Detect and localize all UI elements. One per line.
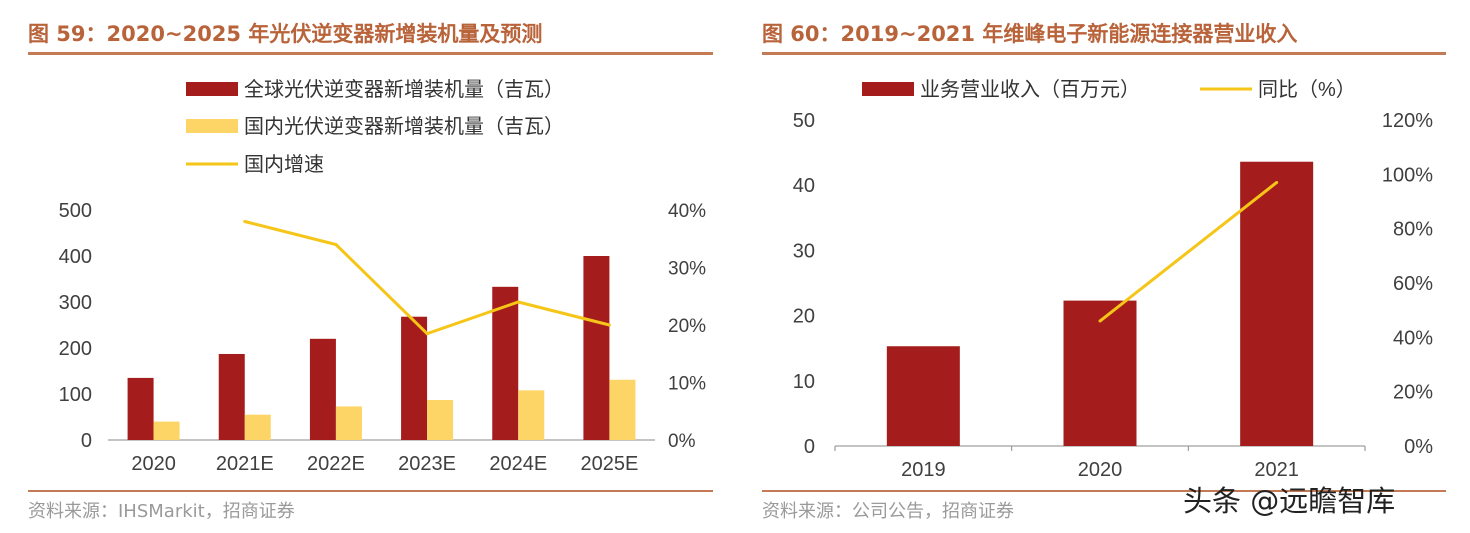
bar-primary	[1063, 300, 1137, 446]
y-left-tick-label: 10	[793, 371, 815, 393]
x-category-label: 2022E	[307, 453, 365, 475]
y-right-tick-label: 80%	[1393, 219, 1433, 241]
left-figure-title: 图 59：2020~2025 年光伏逆变器新增装机量及预测	[28, 22, 543, 46]
bar-secondary	[244, 414, 271, 440]
bar-secondary	[427, 399, 454, 440]
bar-primary	[218, 353, 245, 440]
legend-swatch-bar	[186, 119, 238, 133]
bar-primary	[309, 338, 336, 440]
right-source-note: 资料来源：公司公告，招商证券	[762, 501, 1014, 522]
x-category-label: 2020	[131, 453, 176, 475]
legend-label: 全球光伏逆变器新增装机量（吉瓦）	[244, 78, 564, 101]
bar-primary	[1240, 161, 1314, 446]
legend-label: 国内增速	[244, 153, 324, 176]
y-left-tick-label: 400	[59, 246, 92, 268]
x-category-label: 2020	[1078, 459, 1123, 481]
y-left-tick-label: 200	[59, 338, 92, 360]
y-left-tick-label: 20	[793, 306, 815, 328]
x-category-label: 2021E	[216, 453, 274, 475]
line-point	[516, 300, 520, 304]
y-left-tick-label: 40	[793, 175, 815, 197]
y-right-tick-label: 20%	[1393, 382, 1433, 404]
y-right-tick-label: 10%	[668, 374, 706, 395]
y-right-tick-label: 0%	[668, 431, 696, 452]
line-point	[1275, 180, 1279, 184]
y-right-tick-label: 40%	[1393, 327, 1433, 349]
bar-primary	[401, 316, 428, 440]
y-left-tick-label: 500	[59, 200, 92, 222]
line-point	[334, 243, 338, 246]
y-right-tick-label: 120%	[1382, 110, 1433, 132]
y-right-tick-label: 60%	[1393, 273, 1433, 295]
line-point	[1098, 319, 1102, 323]
bar-primary	[886, 346, 960, 446]
y-left-tick-label: 30	[793, 240, 815, 262]
line-point	[243, 220, 247, 223]
bar-secondary	[153, 421, 180, 440]
legend-swatch-bar	[862, 82, 914, 96]
y-left-tick-label: 50	[793, 110, 815, 132]
line-point	[607, 323, 611, 327]
y-left-tick-label: 0	[81, 430, 92, 452]
legend-label: 业务营业收入（百万元）	[920, 78, 1140, 101]
bar-secondary	[335, 406, 362, 440]
line-point	[425, 332, 429, 336]
y-right-tick-label: 40%	[668, 201, 706, 222]
y-right-tick-label: 0%	[1404, 436, 1433, 458]
x-category-label: 2024E	[489, 453, 547, 475]
left-title-rule	[28, 52, 713, 55]
x-category-label: 2021	[1254, 459, 1299, 481]
legend-swatch-bar	[186, 82, 238, 96]
line-series	[1099, 181, 1278, 323]
y-left-tick-label: 300	[59, 292, 92, 314]
right-title-rule	[762, 52, 1446, 55]
right-source-rule	[762, 490, 1446, 492]
y-right-tick-label: 100%	[1382, 164, 1433, 186]
bar-primary	[127, 377, 154, 440]
y-left-tick-label: 0	[804, 436, 815, 458]
bar-primary	[492, 286, 519, 440]
legend-label: 国内光伏逆变器新增装机量（吉瓦）	[244, 115, 564, 138]
y-left-tick-label: 100	[59, 384, 92, 406]
legend-label: 同比（%）	[1258, 78, 1356, 101]
y-right-tick-label: 20%	[668, 316, 706, 337]
x-category-label: 2019	[901, 459, 946, 481]
bar-primary	[583, 256, 610, 440]
left-source-rule	[28, 490, 713, 492]
left-source-note: 资料来源：IHSMarkit，招商证券	[28, 501, 295, 522]
x-category-label: 2023E	[398, 453, 456, 475]
bar-secondary	[518, 390, 545, 440]
right-figure-title: 图 60：2019~2021 年维峰电子新能源连接器营业收入	[762, 22, 1298, 46]
y-right-tick-label: 30%	[668, 259, 706, 280]
watermark-text: 头条 @远瞻智库	[1183, 484, 1396, 518]
bar-secondary	[609, 379, 636, 440]
x-category-label: 2025E	[580, 453, 638, 475]
